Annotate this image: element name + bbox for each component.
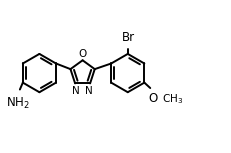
Text: NH$_2$: NH$_2$ (6, 95, 30, 110)
Text: Br: Br (122, 31, 135, 44)
Text: N: N (72, 86, 80, 96)
Text: CH$_3$: CH$_3$ (161, 92, 183, 106)
Text: O: O (149, 92, 158, 105)
Text: N: N (85, 86, 93, 96)
Text: O: O (79, 49, 87, 59)
